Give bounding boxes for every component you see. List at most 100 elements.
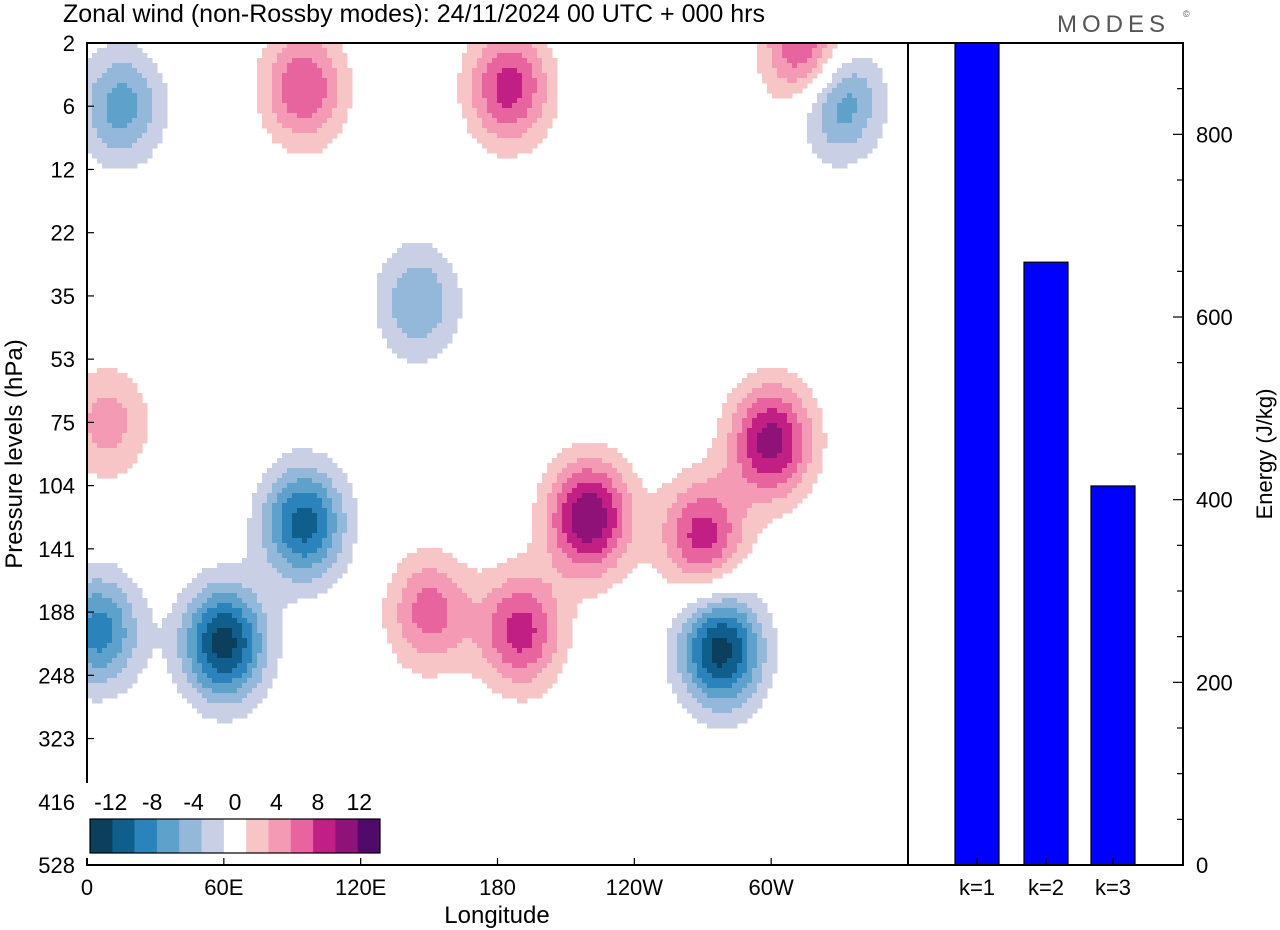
heatmap-cell [292,543,298,549]
heatmap-cell [622,488,628,494]
heatmap-cell [92,393,98,399]
heatmap-cell [617,488,623,494]
heatmap-cell [432,278,438,284]
heatmap-cell [747,508,753,514]
heatmap-cell [87,458,93,464]
heatmap-cell [467,603,473,609]
heatmap-cell [632,548,638,554]
heatmap-cell [302,583,308,589]
heatmap-cell [812,423,818,429]
heatmap-cell [532,113,538,119]
heatmap-cell [507,118,513,124]
heatmap-cell [567,458,573,464]
heatmap-cell [282,563,288,569]
heatmap-cell [322,123,328,129]
heatmap-cell [787,478,793,484]
heatmap-cell [812,113,818,119]
heatmap-cell [852,103,858,109]
heatmap-cell [602,488,608,494]
heatmap-cell [767,393,773,399]
heatmap-cell [542,498,548,504]
heatmap-cell [727,453,733,459]
heatmap-cell [457,98,463,104]
heatmap-cell [287,588,293,594]
heatmap-cell [742,538,748,544]
heatmap-cell [812,398,818,404]
heatmap-cell [867,78,873,84]
heatmap-cell [507,573,513,579]
heatmap-cell [572,603,578,609]
heatmap-cell [317,48,323,54]
heatmap-cell [347,523,353,529]
heatmap-cell [282,543,288,549]
heatmap-cell [97,613,103,619]
heatmap-cell [552,618,558,624]
heatmap-cell [97,103,103,109]
heatmap-cell [267,538,273,544]
heatmap-cell [407,253,413,259]
heatmap-cell [732,488,738,494]
heatmap-cell [202,613,208,619]
heatmap-cell [242,573,248,579]
heatmap-cell [307,498,313,504]
heatmap-cell [152,78,158,84]
heatmap-cell [102,433,108,439]
heatmap-cell [417,598,423,604]
heatmap-cell [577,588,583,594]
heatmap-cell [347,548,353,554]
heatmap-cell [282,478,288,484]
heatmap-cell [502,88,508,94]
heatmap-cell [662,543,668,549]
heatmap-cell [772,408,778,414]
heatmap-cell [137,428,143,434]
heatmap-cell [727,463,733,469]
heatmap-cell [252,503,258,509]
heatmap-cell [407,313,413,319]
heatmap-cell [527,613,533,619]
heatmap-cell [757,603,763,609]
heatmap-cell [552,518,558,524]
heatmap-cell [277,573,283,579]
heatmap-cell [117,63,123,69]
heatmap-cell [592,453,598,459]
heatmap-cell [97,368,103,374]
heatmap-cell [537,103,543,109]
heatmap-cell [582,468,588,474]
heatmap-cell [722,483,728,489]
heatmap-cell [117,108,123,114]
heatmap-cell [262,613,268,619]
heatmap-cell [387,273,393,279]
heatmap-cell [517,78,523,84]
heatmap-cell [287,113,293,119]
heatmap-cell [792,58,798,64]
heatmap-cell [467,63,473,69]
heatmap-cell [787,403,793,409]
heatmap-cell [817,463,823,469]
heatmap-cell [767,483,773,489]
heatmap-cell [782,408,788,414]
heatmap-cell [707,613,713,619]
heatmap-cell [322,113,328,119]
heatmap-cell [307,588,313,594]
heatmap-cell [122,378,128,384]
heatmap-cell [312,588,318,594]
heatmap-cell [532,523,538,529]
heatmap-cell [697,468,703,474]
heatmap-cell [527,118,533,124]
heatmap-cell [742,478,748,484]
heatmap-cell [727,538,733,544]
heatmap-cell [302,498,308,504]
heatmap-cell [857,143,863,149]
heatmap-cell [417,358,423,364]
heatmap-cell [537,573,543,579]
heatmap-cell [127,423,133,429]
heatmap-cell [312,103,318,109]
heatmap-cell [497,598,503,604]
heatmap-cell [752,498,758,504]
heatmap-cell [707,478,713,484]
heatmap-cell [737,513,743,519]
heatmap-cell [717,528,723,534]
heatmap-cell [562,458,568,464]
heatmap-cell [602,558,608,564]
heatmap-cell [777,373,783,379]
